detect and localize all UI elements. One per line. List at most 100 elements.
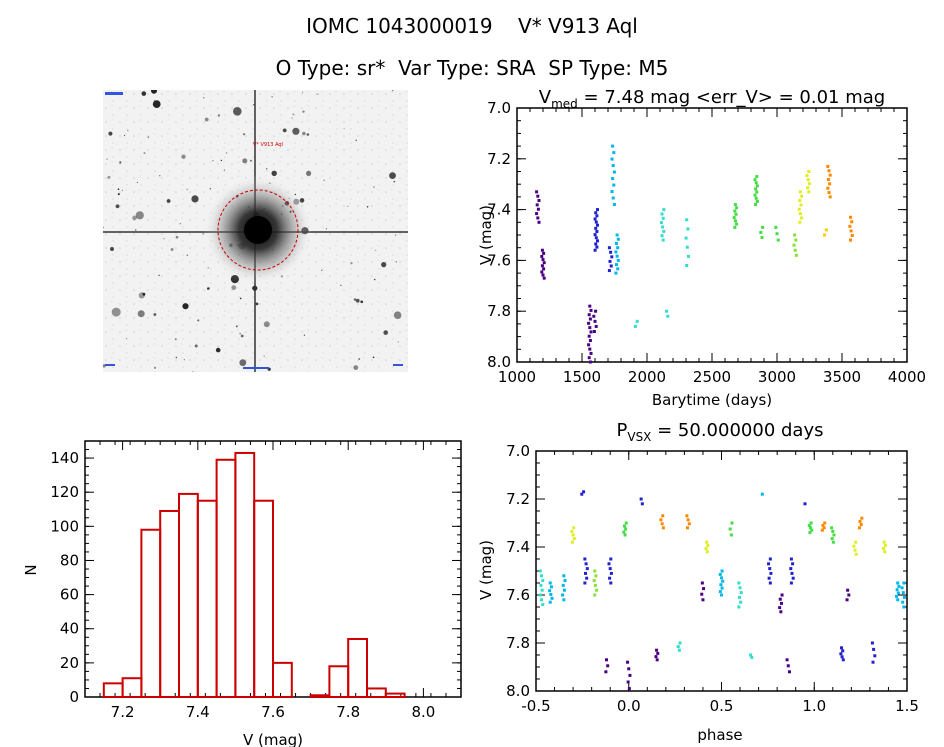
phase-point — [785, 658, 789, 662]
phase-point — [870, 641, 874, 645]
phase-point — [750, 655, 754, 659]
lc-point — [827, 169, 831, 173]
phase-x-tick-label: 0.5 — [710, 697, 734, 715]
field-star — [242, 158, 248, 164]
phase-point — [548, 589, 552, 593]
phase-x-axis-label: phase — [697, 726, 742, 744]
hist-y-tick-label: 0 — [69, 688, 79, 706]
phase-point — [789, 581, 793, 585]
phase-point — [896, 581, 900, 585]
phase-point — [737, 605, 741, 609]
phase-point — [702, 587, 706, 591]
lc-point — [542, 251, 546, 255]
lc-point — [734, 212, 738, 216]
phase-point — [737, 581, 741, 585]
lc-point — [635, 319, 639, 323]
field-star — [127, 130, 129, 132]
lc-y-tick-label: 8.0 — [487, 353, 511, 371]
field-star — [353, 298, 357, 301]
lc-y-tick-label: 7.6 — [487, 251, 511, 269]
phase-point — [541, 603, 545, 607]
hist-y-tick-label: 20 — [60, 654, 79, 672]
phase-point — [810, 528, 814, 532]
lc-point — [608, 259, 612, 263]
phase-point — [687, 522, 691, 526]
lc-point — [732, 216, 736, 220]
phase-point — [768, 581, 772, 585]
lc-point — [593, 319, 597, 323]
phase-point — [604, 658, 608, 662]
phase-point — [719, 583, 723, 587]
lc-y-tick-label: 7.0 — [487, 99, 511, 117]
lc-point — [823, 233, 826, 237]
phase-y-axis-label: V (mag) — [477, 540, 495, 600]
lc-point — [799, 203, 803, 207]
lc-y-tick-label: 7.8 — [487, 302, 511, 320]
phase-point — [540, 574, 544, 578]
field-star — [153, 99, 155, 102]
phase-point — [654, 655, 658, 659]
phase-point — [779, 601, 783, 605]
field-star — [151, 90, 157, 94]
lc-point — [612, 151, 616, 155]
hist-y-tick-label: 40 — [60, 620, 79, 638]
phase-point — [823, 521, 827, 525]
lc-point — [535, 212, 539, 216]
hist-y-axis-label: N — [22, 564, 40, 575]
lc-point — [610, 190, 614, 194]
phase-point — [739, 600, 743, 604]
phase-point — [845, 598, 849, 602]
star-field-image: V* V913 Aql — [103, 90, 408, 372]
phase-point — [860, 516, 864, 520]
hist-x-axis-label: V (mag) — [243, 731, 303, 747]
field-star — [163, 238, 165, 240]
phase-point — [540, 598, 544, 602]
phase-point — [720, 593, 723, 597]
phase-point — [807, 523, 811, 527]
phase-point — [883, 550, 887, 554]
lc-point — [755, 175, 759, 179]
lc-point — [848, 224, 852, 228]
phase-point — [853, 548, 857, 552]
lc-point — [824, 228, 828, 232]
phase-point — [720, 576, 723, 580]
lc-point — [633, 324, 637, 328]
phase-point — [729, 533, 733, 537]
phase-x-tick-label: -0.5 — [521, 697, 550, 715]
field-star — [135, 211, 144, 220]
lc-point — [535, 190, 539, 194]
phase-point — [622, 530, 626, 534]
lc-point — [594, 236, 598, 240]
field-star — [347, 205, 349, 207]
phase-point — [627, 667, 631, 671]
phase-point — [841, 649, 845, 653]
target-star — [244, 216, 272, 244]
phase-point — [540, 588, 544, 592]
field-star — [132, 215, 137, 221]
phase-point — [873, 654, 877, 658]
lc-point — [588, 326, 592, 330]
lc-point — [594, 324, 598, 328]
phase-point — [609, 571, 613, 575]
lc-point — [826, 164, 830, 168]
lc-y-tick-label: 7.4 — [487, 201, 511, 219]
lc-point — [660, 212, 664, 216]
field-star — [360, 300, 364, 304]
field-star — [125, 337, 128, 340]
field-star — [340, 284, 342, 286]
phase-point — [882, 540, 886, 544]
lc-point — [615, 263, 618, 267]
field-star — [179, 223, 181, 225]
lc-point — [595, 229, 599, 233]
hist-y-tick-label: 80 — [60, 551, 79, 569]
phase-point — [539, 583, 543, 587]
field-star — [233, 107, 242, 116]
lc-point — [537, 199, 541, 203]
phase-point — [769, 571, 773, 575]
lc-point — [753, 193, 757, 197]
target-label: V* V913 Aql — [253, 142, 283, 148]
field-star — [106, 158, 108, 160]
lc-point — [666, 314, 670, 318]
phase-point — [563, 579, 567, 583]
field-star — [142, 292, 146, 296]
